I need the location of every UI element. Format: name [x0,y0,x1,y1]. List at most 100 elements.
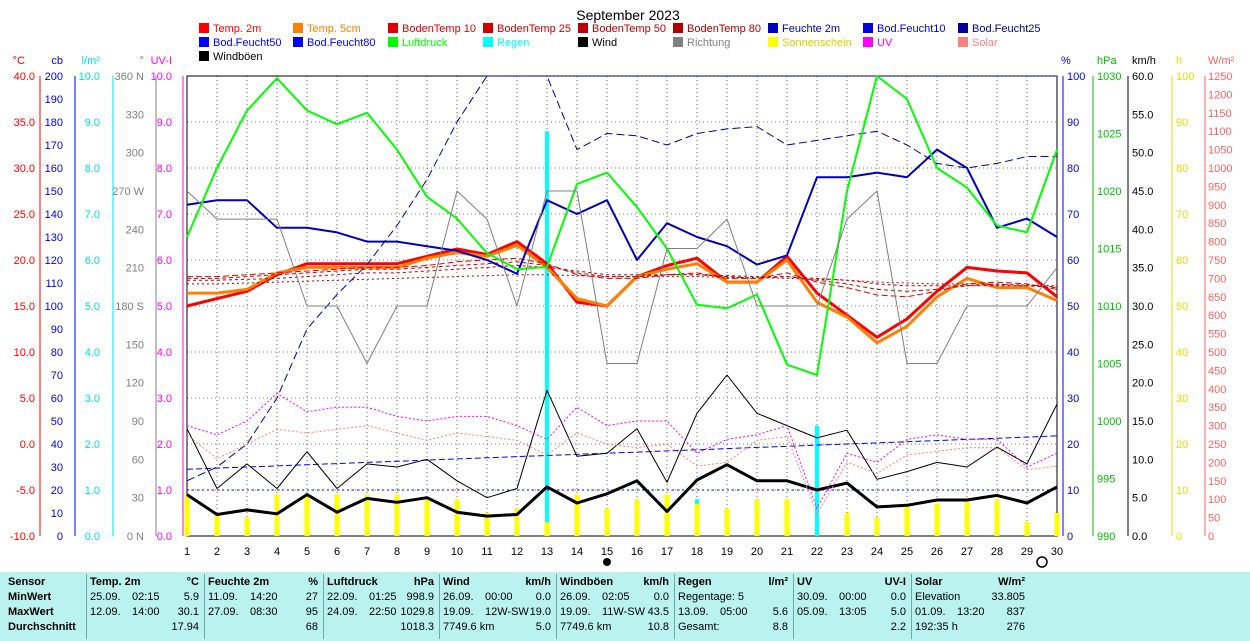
left-axis-tick: 15.0 [14,301,35,313]
bar-sonnenschein [844,513,850,536]
right-axis-tick: 40 [1176,347,1188,359]
bar-sonnenschein [484,513,490,536]
legend-label-solar: Solar [972,37,998,49]
left-axis-tick: 20.0 [14,255,35,267]
cell-min-a: 26.09. [443,591,474,603]
column-header-4: Windböen [560,576,614,588]
right-axis-tick: 800 [1208,237,1226,249]
right-axis-tick: 70 [1176,209,1188,221]
x-tick-label: 9 [424,546,430,558]
right-axis-tick: 30.0 [1132,301,1153,313]
x-tick-label: 4 [274,546,280,558]
bar-sonnenschein [694,503,700,536]
line-windb-en [186,374,1058,499]
column-separator [323,574,324,639]
column-unit-6: UV-I [884,576,906,588]
legend-swatch-richtung [673,37,683,47]
right-axis-unit-2: km/h [1132,55,1156,67]
left-axis-tick: 70 [51,370,63,382]
row-label-1: MinWert [8,591,52,603]
right-axis-tick: 50 [1208,513,1220,525]
x-tick-label: 28 [991,546,1003,558]
legend-label-bodentemp-25: BodenTemp 25 [497,23,571,35]
legend: Temp. 2m Temp. 5cm BodenTemp 10 BodenTemp 2… [199,23,1041,63]
bar-sonnenschein [994,499,1000,536]
bar-sonnenschein [334,494,340,536]
right-axis-tick: 20 [1176,439,1188,451]
left-axis-tick: 5.0 [20,393,35,405]
left-axis-unit-1: cb [51,55,63,67]
left-axis-unit-2: l/m² [82,55,101,67]
right-axis-tick: 250 [1208,439,1226,451]
legend-swatch-bod-feucht10 [863,23,873,33]
legend-swatch-bodentemp-50 [578,23,588,33]
right-axis-unit-0: % [1061,55,1071,67]
right-axis-tick: 1000 [1208,163,1232,175]
right-axis-tick: 80 [1176,163,1188,175]
cell-min-a: 11.09. [208,591,238,603]
legend-swatch-temp-2m [199,23,209,33]
left-axis-tick: 180 [45,117,63,129]
x-tick-label: 20 [751,546,763,558]
right-axis-tick: 35.0 [1132,263,1153,275]
left-axis-tick: 25.0 [14,209,35,221]
line-bod-feucht50 [186,435,1058,470]
cell-avg-value: 8.8 [772,621,788,633]
right-axis-tick: 850 [1208,218,1226,230]
legend-swatch-regen [483,37,493,47]
right-axis-tick: 10 [1176,485,1188,497]
left-axis-tick: 5.0 [157,301,172,313]
plot-area [184,75,1060,536]
right-axis-tick: 40.0 [1132,224,1153,236]
left-axis-tick: 30.0 [14,163,35,175]
right-axis-tick: 45.0 [1132,186,1153,198]
x-tick-label: 10 [451,546,463,558]
left-axis-tick: 300 [126,148,144,160]
x-tick-label: 22 [811,546,823,558]
left-axis-tick: 190 [45,94,63,106]
left-axis-tick: 270 W [112,186,144,198]
column-header-7: Solar [915,576,943,588]
cell-max-b: 14:00 [132,606,160,618]
right-axis-tick: 1005 [1097,359,1121,371]
left-axis-tick: 50 [51,416,63,428]
right-axis-tick: 1015 [1097,244,1121,256]
bar-sonnenschein [304,494,310,536]
line-uv [186,392,1058,509]
left-axis-tick: 5.0 [85,301,100,313]
cell-min-b: 02:05 [602,591,630,603]
legend-label-luftdruck: Luftdruck [402,37,448,49]
cell-min-a: 26.09. [560,591,591,603]
line-feuchte-2m [186,148,1058,275]
left-axis-tick: 9.0 [157,117,172,129]
legend-label-wind: Wind [592,37,617,49]
cell-min-b: 01:25 [369,591,397,603]
legend-swatch-bod-feucht80 [293,37,303,47]
cell-max-value: 43.5 [647,606,669,618]
cell-avg-value: 68 [305,621,318,633]
summary-table: Sensor MinWert MaxWert Durchschnitt Temp. 2m… [0,572,1250,641]
legend-swatch-bod-feucht50 [199,37,209,47]
right-axis-tick: 400 [1208,384,1226,396]
right-axis-tick: 15.0 [1132,416,1153,428]
bar-sonnenschein [1054,513,1060,536]
column-header-6: UV [797,576,813,588]
x-tick-label: 18 [691,546,703,558]
left-axis-tick: 1.0 [85,485,100,497]
legend-label-bod-feucht10: Bod.Feucht10 [877,23,946,35]
cell-max-value: 19.0 [529,606,551,618]
legend-swatch-uv [863,37,873,47]
left-axis-tick: 1.0 [157,485,172,497]
cell-min-value: 998.9 [406,591,434,603]
right-axis-tick: 50.0 [1132,148,1153,160]
right-axis-tick: 50 [1067,301,1079,313]
right-axis-tick: 990 [1097,531,1115,543]
left-axis-tick: 170 [45,140,63,152]
legend-label-temp-5cm: Temp. 5cm [307,23,361,35]
left-axis-tick: 6.0 [85,255,100,267]
left-axis-tick: 2.0 [157,439,172,451]
cell-min-a: 22.09. [327,591,358,603]
bar-sonnenschein [784,499,790,536]
cell-max-value: 5.0 [890,606,906,618]
right-axis-tick: 0 [1176,531,1182,543]
